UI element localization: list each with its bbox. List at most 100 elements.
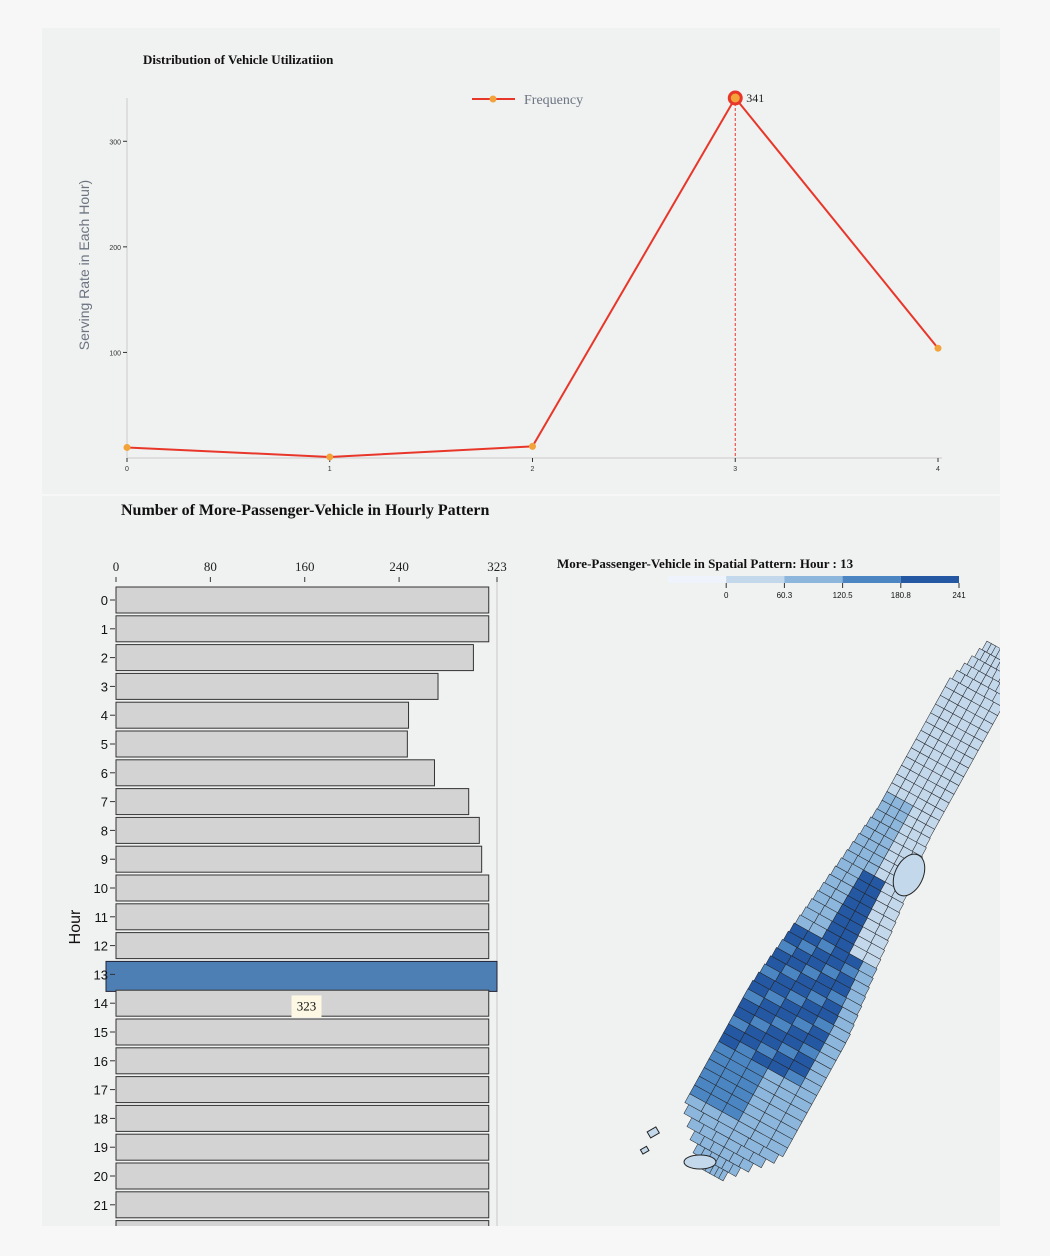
y-axis-label: Serving Rate in Each Hour) [76,180,92,350]
hourly-title: Number of More-Passenger-Vehicle in Hour… [121,502,490,519]
map-tract[interactable] [758,1145,780,1164]
y-tick-label: 20 [94,1169,108,1184]
x-tick-label: 1 [328,466,332,473]
data-point[interactable] [326,453,334,461]
bar-hour-5[interactable] [115,730,408,758]
bar-hour-16[interactable] [115,1047,490,1075]
roosevelt-island[interactable] [887,849,931,901]
bar-hour-2[interactable] [115,644,474,672]
legend-swatch [668,576,727,583]
y-tick-label: 100 [109,350,121,357]
y-tick-label: 21 [94,1198,108,1213]
y-tick-label: 6 [101,766,108,781]
y-tick-label: 300 [109,139,121,146]
y-tick-label: 12 [94,939,108,954]
legend-tick-label: 0 [724,591,729,600]
y-tick-label: 2 [101,651,108,666]
legend-tick-label: 120.5 [833,591,854,600]
ellis-island[interactable] [639,1145,650,1155]
map-tract[interactable] [718,1169,729,1182]
page-footer-strip [0,1226,1050,1256]
bar-hour-8[interactable] [115,816,480,844]
x-tick-label: 4 [936,466,940,473]
series-line-frequency [126,96,939,458]
data-point[interactable] [529,442,536,450]
bar-hour-21[interactable] [115,1191,490,1219]
liberty-island[interactable] [646,1126,661,1139]
y-tick-label: 4 [101,708,108,723]
y-tick-label: 11 [95,910,109,925]
x-tick-label: 0 [113,559,120,574]
bar-hour-0[interactable] [115,586,490,614]
hourly-panel: Number of More-Passenger-Vehicle in Hour… [42,496,1000,1226]
bar-hour-9[interactable] [115,845,483,873]
x-tick-label: 160 [295,559,315,574]
bar-hour-11[interactable] [115,903,490,931]
y-tick-label: 8 [101,823,108,838]
map-tract[interactable] [728,1163,742,1177]
legend-swatch [726,576,785,583]
bar-hour-18[interactable] [115,1104,490,1132]
map-tract[interactable] [738,1157,754,1173]
bar-hour-7[interactable] [115,788,470,816]
legend-tick-label: 241 [952,591,966,600]
y-tick-label: 16 [94,1054,108,1069]
utilization-title: Distribution of Vehicle Utilizatiion [143,52,334,67]
highlight-value-label: 341 [746,91,764,105]
y-tick-label: 17 [94,1083,108,1098]
y-axis-label: Hour [67,909,84,944]
bar-hour-1[interactable] [115,615,490,643]
bar-hour-12[interactable] [115,932,490,960]
legend-swatch [842,576,901,583]
x-tick-label: 3 [733,466,737,473]
x-tick-label: 240 [389,559,409,574]
y-tick-label: 5 [101,737,108,752]
map-title: More-Passenger-Vehicle in Spatial Patter… [557,556,854,571]
governors-island[interactable] [683,1154,717,1170]
utilization-panel: Distribution of Vehicle Utilizatiion 100… [42,28,1000,494]
legend-swatch [784,576,843,583]
bar-hour-3[interactable] [115,672,439,700]
y-tick-label: 7 [101,795,108,810]
y-tick-label: 0 [101,593,108,608]
bar-hour-6[interactable] [115,759,435,787]
manhattan-map[interactable] [42,496,1000,1226]
x-tick-label: 323 [487,559,507,574]
map-legend: 0 60.3 120.5 180.8 241 [668,576,966,600]
y-tick-label: 1 [101,622,108,637]
bar-hour-13[interactable] [105,960,498,992]
legend-marker [489,95,497,103]
bar-hour-4[interactable] [115,701,410,729]
x-tick-label: 2 [531,466,535,473]
legend-tick-label: 60.3 [777,591,793,600]
bar-hour-17[interactable] [115,1076,490,1104]
x-tick-label: 80 [204,559,217,574]
bar-hour-20[interactable] [115,1162,490,1190]
bar-tooltip-value: 323 [297,998,317,1013]
y-tick-label: 10 [94,881,108,896]
legend-tick-label: 180.8 [891,591,912,600]
bar-hour-15[interactable] [115,1018,490,1046]
highlight-point[interactable] [727,90,743,106]
hourly-bar-chart[interactable]: 0 80 160 240 3230123456789101112131415161718… [42,496,512,1226]
bar-hour-partial [115,1220,490,1226]
data-point[interactable] [934,344,942,352]
data-point[interactable] [123,443,131,451]
x-tick-label: 0 [125,466,129,473]
y-tick-label: 3 [101,679,108,694]
y-tick-label: 19 [94,1140,108,1155]
y-tick-label: 15 [94,1025,108,1040]
bar-hour-19[interactable] [115,1133,490,1161]
legend-swatch [900,576,959,583]
bar-tooltip-box [291,995,322,1018]
y-tick-label: 13 [94,967,108,982]
y-tick-label: 200 [109,245,121,252]
y-tick-label: 18 [94,1111,108,1126]
y-tick-label: 9 [101,852,108,867]
bar-hour-10[interactable] [115,874,490,902]
y-tick-label: 14 [94,996,108,1011]
map-tract[interactable] [748,1151,767,1169]
line-chart: 100 200 300 0 1 2 3 4 Serving Rate in Each Hour)… [76,90,942,473]
manhattan-island [683,640,1000,1182]
legend-label-frequency: Frequency [524,93,583,108]
